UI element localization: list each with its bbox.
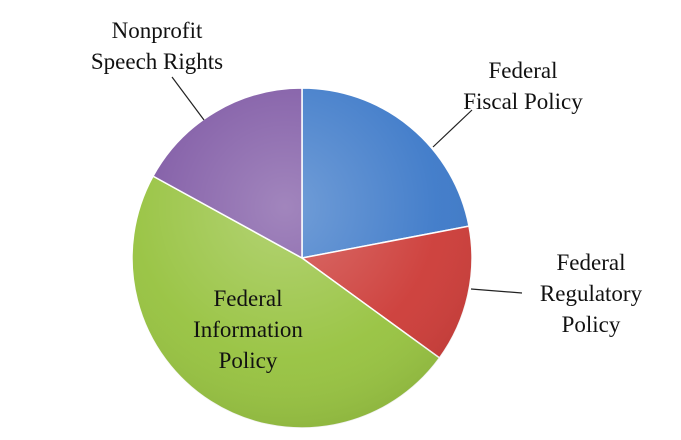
slice-label-line: Federal (557, 250, 626, 275)
slice-labels: Federal Fiscal Policy Federal Regulatory Pol… (91, 18, 643, 373)
slice-label-information: Federal Information Policy (193, 286, 303, 373)
slice-label-regulatory: Federal Regulatory Policy (540, 250, 643, 337)
leader-line-fiscal (432, 109, 473, 148)
slice-label-line: Federal (489, 58, 558, 83)
slice-label-fiscal: Federal Fiscal Policy (463, 58, 583, 114)
leader-line-regulatory (470, 288, 523, 294)
slice-label-line: Information (193, 317, 303, 342)
slice-label-line: Regulatory (540, 281, 643, 306)
leader-lines (171, 76, 523, 294)
slice-label-line: Nonprofit (112, 18, 203, 43)
slice-label-line: Fiscal Policy (463, 89, 583, 114)
pie-slices (131, 87, 473, 429)
slice-label-line: Federal (214, 286, 283, 311)
slice-label-line: Policy (219, 348, 278, 373)
slice-label-line: Speech Rights (91, 49, 223, 74)
slice-label-nonprofit: Nonprofit Speech Rights (91, 18, 223, 74)
slice-label-line: Policy (562, 312, 621, 337)
leader-line-nonprofit (171, 76, 205, 121)
